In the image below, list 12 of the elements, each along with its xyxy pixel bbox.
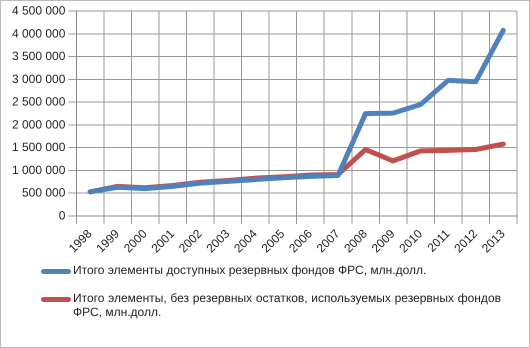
y-tick-label: 2 000 000 [12,117,66,132]
y-tick-label: 2 500 000 [12,94,66,109]
y-tick-label: 1 000 000 [12,162,66,177]
legend-label: Итого элементы, без резервных остатков, используемых резервных фондов ФРС, млн.долл. [73,291,501,319]
y-tick-label: 0 [58,208,66,222]
y-tick-label: 1 500 000 [12,140,66,154]
legend-label: Итого элементы доступных резервных фондов ФРС, млн.долл. [73,263,426,277]
y-tick-label: 4 000 000 [12,26,66,40]
y-tick-label: 500 000 [22,186,66,200]
y-tick-label: 3 500 000 [12,49,66,64]
y-tick-label: 4 500 000 [12,4,66,18]
y-tick-label: 3 000 000 [12,72,66,86]
